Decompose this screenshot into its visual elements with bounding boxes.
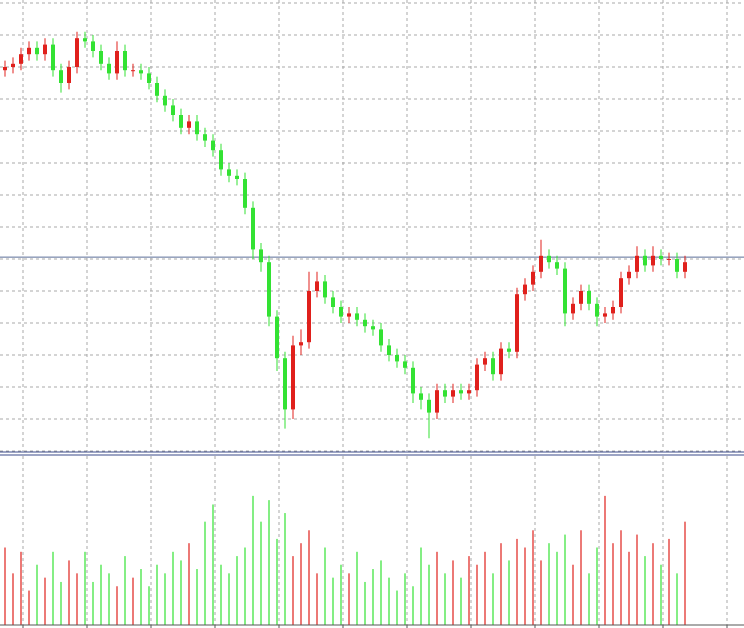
candle-body [283,358,287,410]
candle-body [123,51,127,71]
candle-body [147,73,151,83]
candle-body [579,291,583,304]
candle-body [643,255,647,266]
candle-body [491,358,495,375]
candle-body [459,390,463,394]
candle-body [355,313,359,320]
candle-body [387,345,391,355]
candle-body [195,121,199,135]
candle-body [411,367,415,394]
candle-body [43,44,47,55]
candle-body [571,303,575,314]
candle-body [275,316,279,359]
candle-body [3,67,7,71]
candle-body [531,271,535,285]
candle-body [435,390,439,413]
candle-body [131,70,135,72]
candle-body [99,51,103,64]
candle-body [115,51,119,74]
candle-body [307,291,311,343]
candle-body [299,342,303,346]
candle-body [211,140,215,151]
candle-body [83,38,87,42]
candle-body [507,348,511,352]
candle-body [611,307,615,314]
candle-body [563,268,567,314]
candle-body [315,281,319,291]
candle-body [659,255,663,259]
candle-body [379,329,383,346]
candle-body [499,348,503,375]
candle-body [339,307,343,317]
candle-body [203,134,207,141]
candle-body [635,255,639,272]
candle-body [155,83,159,96]
candle-body [395,355,399,362]
candle-body [371,326,375,330]
candle-body [683,262,687,272]
candle-body [427,399,431,413]
candle-body [627,271,631,279]
candle-body [523,284,527,295]
candle-body [107,63,111,74]
candle-body [251,207,255,250]
candle-body [59,70,63,83]
candle-body [451,390,455,397]
candle-body [75,38,79,67]
candle-body [483,358,487,365]
candle-body [443,390,447,397]
candle-body [555,262,559,269]
candle-body [11,63,15,67]
candle-body [35,47,39,55]
candle-body [419,393,423,400]
candle-body [187,121,191,128]
candle-body [219,150,223,170]
candle-body [347,313,351,317]
candle-body [259,249,263,263]
candle-body [547,255,551,263]
candle-body [67,67,71,83]
candle-body [587,291,591,304]
candle-body [139,70,143,74]
candle-body [243,179,247,208]
candle-body [163,95,167,106]
candle-body [291,345,295,410]
candle-body [171,105,175,115]
candle-body [363,319,367,327]
candle-body [675,259,679,272]
candle-body [267,262,271,317]
candle-body [235,175,239,179]
candle-body [19,54,23,64]
candle-body [403,361,407,368]
candle-body [475,364,479,391]
candle-body [27,47,31,55]
candle-body [595,303,599,317]
candle-body [619,278,623,307]
candle-body [651,255,655,266]
candle-body [667,259,671,260]
candle-body [331,297,335,307]
candle-body [51,44,55,71]
candle-body [539,255,543,272]
candle-body [91,41,95,51]
candle-body [515,294,519,352]
candle-body [323,281,327,298]
candle-body [603,313,607,317]
candle-body [467,390,471,394]
candle-body [179,115,183,128]
candle-body [227,169,231,176]
